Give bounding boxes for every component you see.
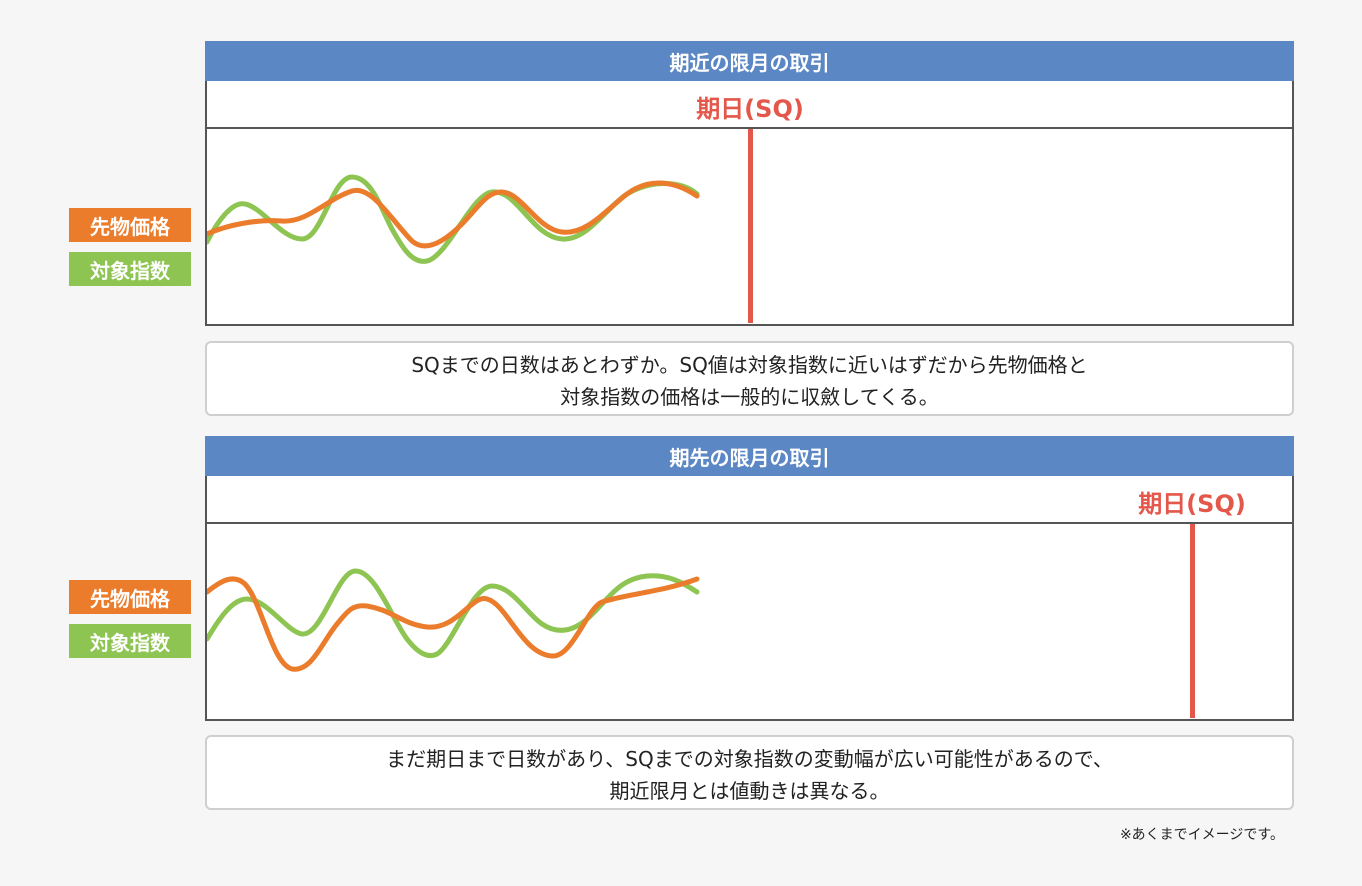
futures-legend: 先物価格 (69, 208, 191, 242)
panel-title: 期先の限月の取引 (205, 436, 1294, 476)
price-chart (207, 129, 1292, 323)
price-lines-svg (207, 129, 753, 323)
panel-body: 期日(SQ) (205, 81, 1294, 326)
price-lines-svg (207, 524, 1195, 718)
far-month-note: まだ期日まで日数があり、SQまでの対象指数の変動幅が広い可能性があるので、 期近… (205, 735, 1294, 810)
futures-line (207, 576, 700, 672)
sq-label-row: 期日(SQ) (207, 476, 1292, 524)
sq-label: 期日(SQ) (1138, 490, 1246, 518)
note-line: SQまでの日数はあとわずか。SQ値は対象指数に近いはずだから先物価格と (411, 353, 1088, 377)
sq-label-row: 期日(SQ) (207, 81, 1292, 129)
sq-date-line (1190, 524, 1195, 718)
price-chart (207, 524, 1292, 718)
index-legend: 対象指数 (69, 252, 191, 286)
footnote: ※あくまでイメージです。 (1119, 827, 1284, 843)
panel-body: 期日(SQ) (205, 476, 1294, 721)
near-month-note: SQまでの日数はあとわずか。SQ値は対象指数に近いはずだから先物価格と 対象指数… (205, 341, 1294, 416)
sq-label: 期日(SQ) (696, 95, 804, 123)
far-month-panel: 期先の限月の取引 期日(SQ) (205, 436, 1294, 721)
note-line: まだ期日まで日数があり、SQまでの対象指数の変動幅が広い可能性があるので、 (386, 747, 1113, 771)
futures-line (207, 180, 700, 249)
near-month-panel: 期近の限月の取引 期日(SQ) (205, 41, 1294, 326)
note-line: 期近限月とは値動きは異なる。 (609, 779, 890, 803)
index-legend: 対象指数 (69, 624, 191, 658)
note-line: 対象指数の価格は一般的に収斂してくる。 (560, 385, 939, 409)
index-line (207, 568, 700, 659)
panel-title: 期近の限月の取引 (205, 41, 1294, 81)
sq-date-line (748, 129, 753, 323)
futures-legend: 先物価格 (69, 580, 191, 614)
